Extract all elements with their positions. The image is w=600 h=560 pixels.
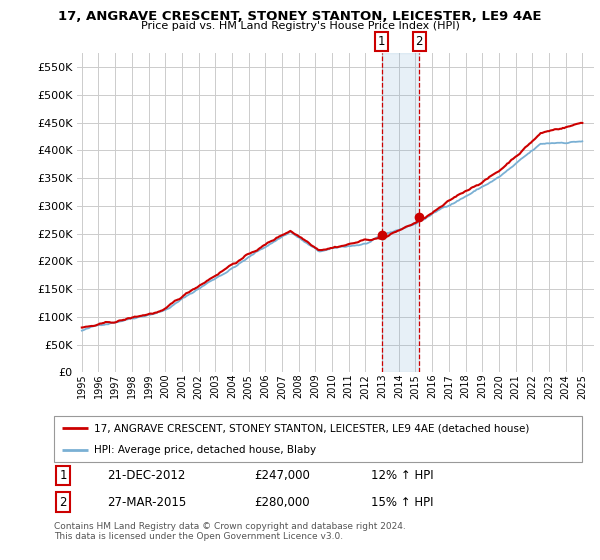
Text: 1: 1 — [59, 469, 67, 482]
Text: Contains HM Land Registry data © Crown copyright and database right 2024.
This d: Contains HM Land Registry data © Crown c… — [54, 522, 406, 542]
Text: 2: 2 — [416, 35, 423, 48]
Text: HPI: Average price, detached house, Blaby: HPI: Average price, detached house, Blab… — [94, 445, 316, 455]
Text: 12% ↑ HPI: 12% ↑ HPI — [371, 469, 433, 482]
FancyBboxPatch shape — [54, 416, 582, 462]
Text: £247,000: £247,000 — [254, 469, 311, 482]
Text: 2: 2 — [59, 496, 67, 508]
Text: 17, ANGRAVE CRESCENT, STONEY STANTON, LEICESTER, LE9 4AE: 17, ANGRAVE CRESCENT, STONEY STANTON, LE… — [58, 10, 542, 23]
Text: 1: 1 — [378, 35, 385, 48]
Bar — [382, 53, 419, 372]
Text: 27-MAR-2015: 27-MAR-2015 — [107, 496, 186, 508]
Text: 21-DEC-2012: 21-DEC-2012 — [107, 469, 185, 482]
Text: £280,000: £280,000 — [254, 496, 310, 508]
Text: Price paid vs. HM Land Registry's House Price Index (HPI): Price paid vs. HM Land Registry's House … — [140, 21, 460, 31]
Text: 17, ANGRAVE CRESCENT, STONEY STANTON, LEICESTER, LE9 4AE (detached house): 17, ANGRAVE CRESCENT, STONEY STANTON, LE… — [94, 423, 529, 433]
Text: 15% ↑ HPI: 15% ↑ HPI — [371, 496, 433, 508]
